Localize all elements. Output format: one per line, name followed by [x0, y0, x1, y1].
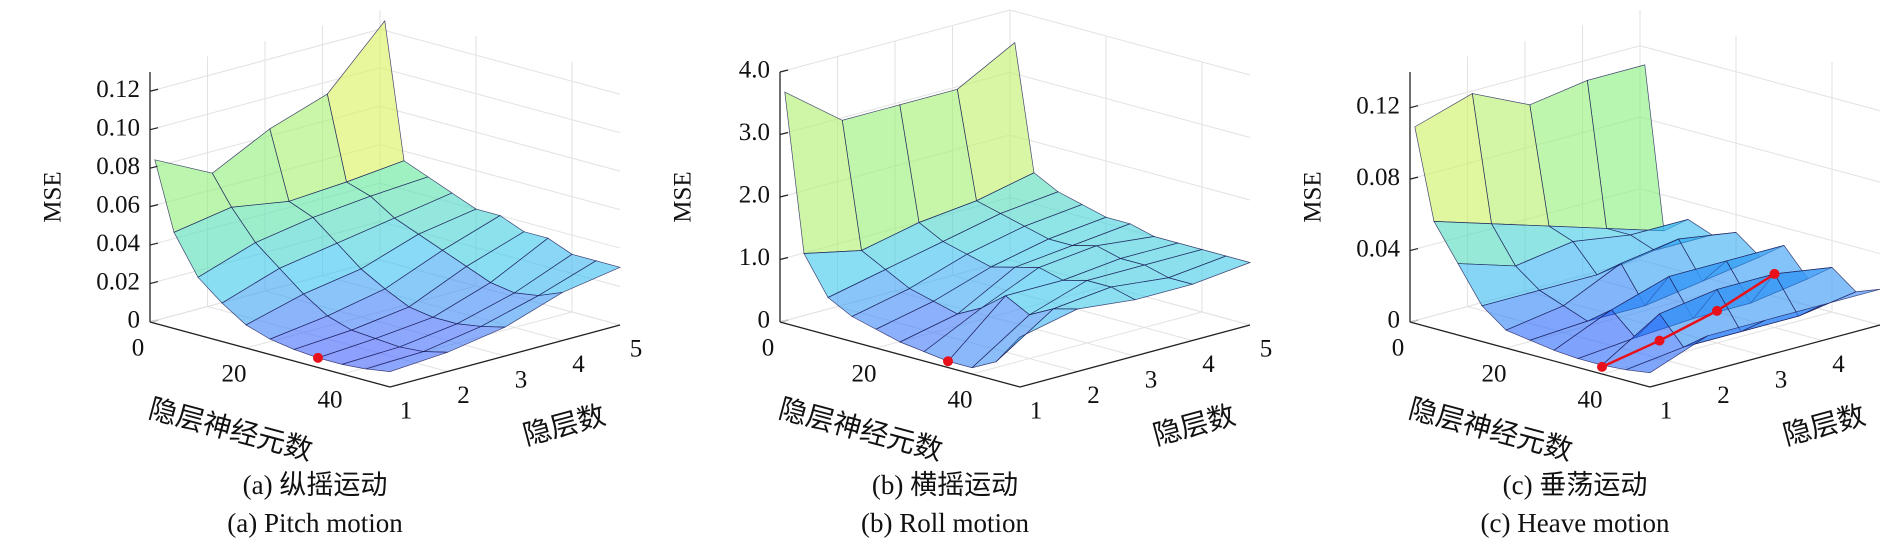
surface-patch	[995, 308, 1078, 363]
caption-english: (a) Pitch motion	[227, 508, 403, 538]
z-tick-label: 1.0	[739, 244, 770, 271]
tick-mark	[779, 131, 789, 136]
caption-english: (b) Roll motion	[861, 508, 1029, 538]
y-tick-label: 1	[1030, 398, 1043, 425]
axis-line	[389, 324, 621, 388]
tick-mark	[779, 69, 789, 73]
marker-line	[1601, 339, 1661, 368]
tick-mark	[1409, 176, 1419, 180]
caption-english: (c) Heave motion	[1481, 508, 1670, 538]
z-tick-label: 4.0	[739, 57, 770, 84]
x-tick-label: 40	[318, 387, 343, 414]
x-tick-label: 20	[1482, 361, 1507, 388]
z-axis-label: MSE	[1300, 171, 1327, 222]
tick-mark	[779, 256, 789, 261]
optimum-marker	[1712, 305, 1722, 316]
grid-line	[379, 144, 621, 211]
y-tick-label: 4	[1202, 351, 1215, 378]
z-tick-label: 0.08	[96, 153, 140, 180]
y-tick-label: 3	[515, 367, 528, 394]
z-tick-label: 0	[128, 307, 141, 334]
y-tick-label: 3	[1775, 367, 1788, 394]
surface-plot: 0 0.02 0.04 0.06 0.08 0.10 0.12 0 20 40 1 2 3 4 5 MSE 隐层…	[40, 10, 643, 538]
tick-mark	[149, 280, 159, 285]
x-tick-label: 20	[852, 361, 877, 388]
z-tick-label: 0.06	[96, 191, 140, 218]
x-tick-label: 40	[948, 387, 973, 414]
y-tick-label: 1	[400, 398, 413, 425]
y-axis-label: 隐层数	[1150, 399, 1239, 452]
optimum-marker	[1597, 361, 1607, 372]
y-tick-label: 5	[630, 336, 643, 363]
y-tick-label: 5	[1260, 336, 1273, 363]
y-tick-label: 3	[1145, 367, 1158, 394]
z-tick-label: 0	[1388, 307, 1401, 334]
axis-line	[1649, 324, 1881, 388]
tick-mark	[1409, 247, 1419, 252]
z-tick-label: 2.0	[739, 182, 770, 209]
tick-mark	[149, 242, 159, 246]
y-tick-label: 4	[572, 351, 585, 378]
surface-plot: 0 1.0 2.0 3.0 4.0 0 20 40 1 2 3 4 5 MSE 隐层神经元数 隐层数 (b) 横…	[670, 9, 1273, 538]
y-axis-label: 隐层数	[520, 399, 609, 452]
z-tick-label: 0.08	[1356, 164, 1400, 191]
y-tick-label: 4	[1832, 351, 1845, 378]
z-tick-label: 3.0	[739, 119, 770, 146]
axis-line	[1019, 324, 1251, 388]
z-tick-label: 0.12	[1356, 92, 1400, 119]
z-tick-label: 0.04	[1356, 235, 1400, 262]
x-tick-label: 0	[132, 335, 145, 362]
y-axis-label: 隐层数	[1780, 399, 1869, 452]
z-tick-label: 0.12	[96, 76, 140, 103]
x-axis-label: 隐层神经元数	[145, 393, 316, 467]
x-tick-label: 20	[222, 361, 247, 388]
grid-line	[1009, 9, 1251, 76]
marker-line	[1658, 309, 1718, 342]
optimum-marker	[313, 352, 323, 363]
tick-mark	[149, 204, 159, 208]
optimum-marker	[943, 356, 953, 367]
z-tick-label: 0.02	[96, 268, 140, 295]
z-tick-label: 0.04	[96, 230, 140, 257]
grid-line	[379, 105, 621, 172]
grid-line	[379, 28, 621, 95]
tick-mark	[149, 127, 159, 131]
axis-line	[779, 321, 1021, 388]
y-tick-label: 2	[457, 382, 470, 409]
grid-line	[1009, 72, 1251, 138]
tick-mark	[779, 194, 789, 198]
grid-line	[379, 67, 621, 134]
caption: (a) 纵摇运动	[243, 470, 388, 500]
caption: (c) 垂荡运动	[1503, 470, 1648, 500]
grid-line	[1009, 134, 1251, 201]
z-axis-label: MSE	[670, 171, 697, 222]
surface-patch	[1625, 335, 1708, 374]
grid-line	[1639, 45, 1881, 112]
x-tick-label: 0	[762, 335, 775, 362]
z-axis-label: MSE	[40, 171, 67, 222]
tick-mark	[149, 88, 159, 92]
y-tick-label: 1	[1660, 398, 1673, 425]
x-tick-label: 0	[1392, 335, 1405, 362]
grid-line	[1639, 116, 1881, 183]
x-tick-label: 40	[1578, 387, 1603, 414]
caption: (b) 横摇运动	[872, 470, 1018, 500]
grid-line	[1639, 188, 1881, 255]
z-tick-label: 0	[758, 307, 771, 334]
surface-patch	[365, 351, 448, 372]
surface-patch	[784, 91, 862, 254]
marker-line	[1716, 272, 1776, 312]
axis-line	[149, 321, 391, 388]
optimum-marker	[1654, 335, 1665, 346]
y-tick-label: 2	[1087, 382, 1100, 409]
x-axis-label: 隐层神经元数	[775, 393, 946, 467]
tick-mark	[1409, 105, 1419, 109]
optimum-marker	[1769, 268, 1780, 279]
axis-line	[1409, 321, 1651, 388]
z-tick-label: 0.10	[96, 114, 140, 141]
x-axis-label: 隐层神经元数	[1405, 393, 1576, 467]
y-tick-label: 2	[1717, 382, 1730, 409]
